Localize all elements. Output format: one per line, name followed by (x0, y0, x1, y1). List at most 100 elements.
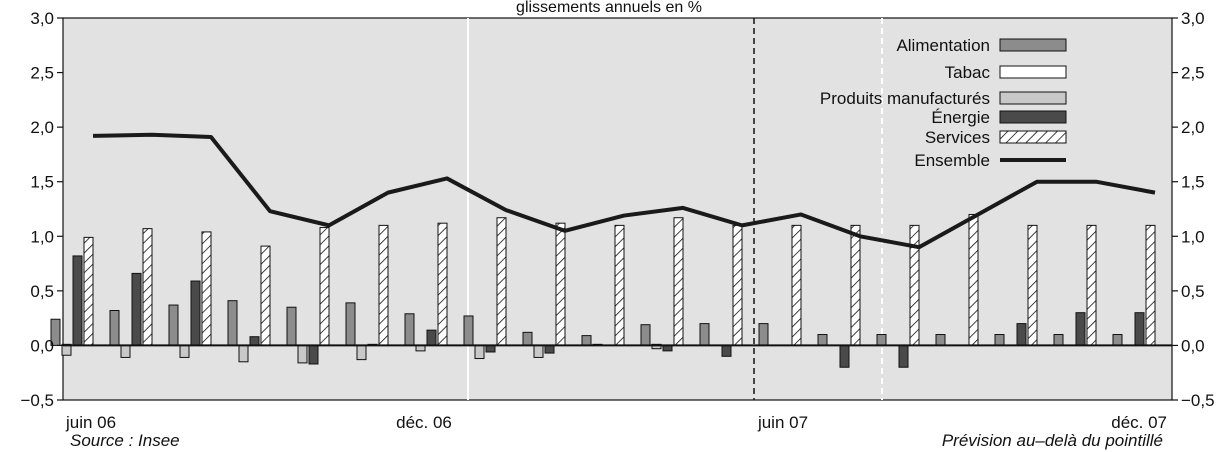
bar-alimentation (404, 313, 415, 346)
bar-alimentation (1112, 334, 1123, 346)
bar-e-nergie (898, 344, 909, 368)
y-tick-label: 0,0 (1181, 336, 1205, 355)
bar-alimentation (699, 323, 710, 346)
x-axis: juin 06 déc. 06 juin 07 déc. 07 (65, 413, 1167, 432)
bar-alimentation (994, 334, 1005, 346)
x-tick-label: juin 06 (65, 413, 116, 432)
y-tick-label: 1,0 (1181, 227, 1205, 246)
legend-swatch (999, 38, 1067, 52)
bar-e-nergie (1134, 312, 1145, 346)
ensemble-line (92, 132, 1156, 250)
bar-services (83, 236, 94, 346)
bar-services (555, 222, 566, 346)
bar-alimentation (227, 300, 238, 346)
bar-services (909, 224, 920, 346)
x-tick-label: déc. 07 (1111, 413, 1167, 432)
bar-services (791, 224, 802, 346)
bar-e-nergie (72, 255, 83, 346)
bar-e-nergie (544, 344, 555, 354)
x-tick-label: juin 07 (757, 413, 808, 432)
bar-services (732, 224, 743, 346)
bar-alimentation (109, 310, 120, 346)
forecast-note: Prévision au–delà du pointillé (942, 431, 1163, 450)
bar-services (142, 228, 153, 346)
chart-title: glissements annuels en % (516, 0, 702, 16)
bar-e-nergie (1016, 323, 1027, 346)
y-tick-label: 2,5 (1181, 64, 1205, 83)
bar-services (437, 222, 448, 346)
ensemble-line-layer (92, 132, 1156, 250)
x-tick-label: déc. 06 (396, 413, 452, 432)
y-tick-label: 0,5 (30, 282, 54, 301)
legend-label: Énergie (931, 108, 990, 127)
bar-services (1145, 224, 1156, 346)
bar-e-nergie (249, 336, 260, 346)
bar-alimentation (345, 302, 356, 346)
legend-swatch (999, 110, 1067, 124)
legend-label: Produits manufacturés (820, 89, 990, 108)
bar-services (201, 231, 212, 346)
bar-services (378, 224, 389, 346)
bar-services (319, 227, 330, 346)
source-note: Source : Insee (70, 431, 180, 450)
y-tick-label: −0,5 (20, 391, 54, 410)
bar-alimentation (463, 315, 474, 346)
bar-services (496, 217, 507, 346)
bar-services (850, 224, 861, 346)
legend-swatch (999, 91, 1067, 105)
legend-swatch (999, 65, 1067, 79)
bar-alimentation (522, 331, 533, 346)
legend-label: Services (925, 128, 990, 147)
y-tick-label: 0,0 (30, 336, 54, 355)
bar-produits-manufacture-s (297, 344, 308, 364)
bar-alimentation (168, 304, 179, 346)
bar-services (968, 213, 979, 346)
bar-e-nergie (190, 280, 201, 346)
legend-swatch (999, 130, 1067, 144)
bar-produits-manufacture-s (61, 344, 72, 356)
bar-produits-manufacture-s (120, 344, 131, 358)
y-axis-right: −0,5 0,0 0,5 1,0 1,5 2,0 2,5 3,0 (1172, 9, 1215, 410)
y-tick-label: 2,0 (30, 118, 54, 137)
bar-services (260, 245, 271, 346)
bar-alimentation (581, 335, 592, 346)
bar-services (1086, 224, 1097, 346)
y-tick-label: 2,0 (1181, 118, 1205, 137)
y-tick-label: −0,5 (1181, 391, 1215, 410)
y-tick-label: 1,5 (1181, 173, 1205, 192)
bar-services (614, 224, 625, 346)
bar-alimentation (1053, 334, 1064, 346)
bar-alimentation (640, 324, 651, 346)
y-axis-left: −0,5 0,0 0,5 1,0 1,5 2,0 2,5 3,0 (20, 9, 63, 410)
bar-alimentation (935, 334, 946, 346)
bar-services (1027, 224, 1038, 346)
bar-alimentation (817, 334, 828, 346)
bar-e-nergie (839, 344, 850, 368)
bar-e-nergie (308, 344, 319, 365)
bar-alimentation (50, 318, 61, 346)
legend: Alimentation Tabac Produits manufacturésÉn… (820, 36, 1067, 170)
bar-produits-manufacture-s (533, 344, 544, 358)
bar-produits-manufacture-s (179, 344, 190, 358)
bar-e-nergie (721, 344, 732, 357)
legend-label: Tabac (945, 63, 991, 82)
bar-produits-manufacture-s (474, 344, 485, 360)
bar-services (673, 217, 684, 346)
bar-produits-manufacture-s (356, 344, 367, 361)
bar-e-nergie (426, 329, 437, 346)
legend-label: Alimentation (896, 36, 990, 55)
y-tick-label: 2,5 (30, 64, 54, 83)
bar-e-nergie (131, 272, 142, 346)
bar-alimentation (286, 306, 297, 346)
y-tick-label: 1,5 (30, 173, 54, 192)
bars (50, 213, 1156, 368)
bar-produits-manufacture-s (238, 344, 249, 363)
bar-alimentation (876, 334, 887, 346)
y-tick-label: 3,0 (30, 9, 54, 28)
y-tick-label: 0,5 (1181, 282, 1205, 301)
y-tick-label: 3,0 (1181, 9, 1205, 28)
y-tick-label: 1,0 (30, 227, 54, 246)
bar-alimentation (758, 323, 769, 346)
bar-e-nergie (1075, 312, 1086, 346)
